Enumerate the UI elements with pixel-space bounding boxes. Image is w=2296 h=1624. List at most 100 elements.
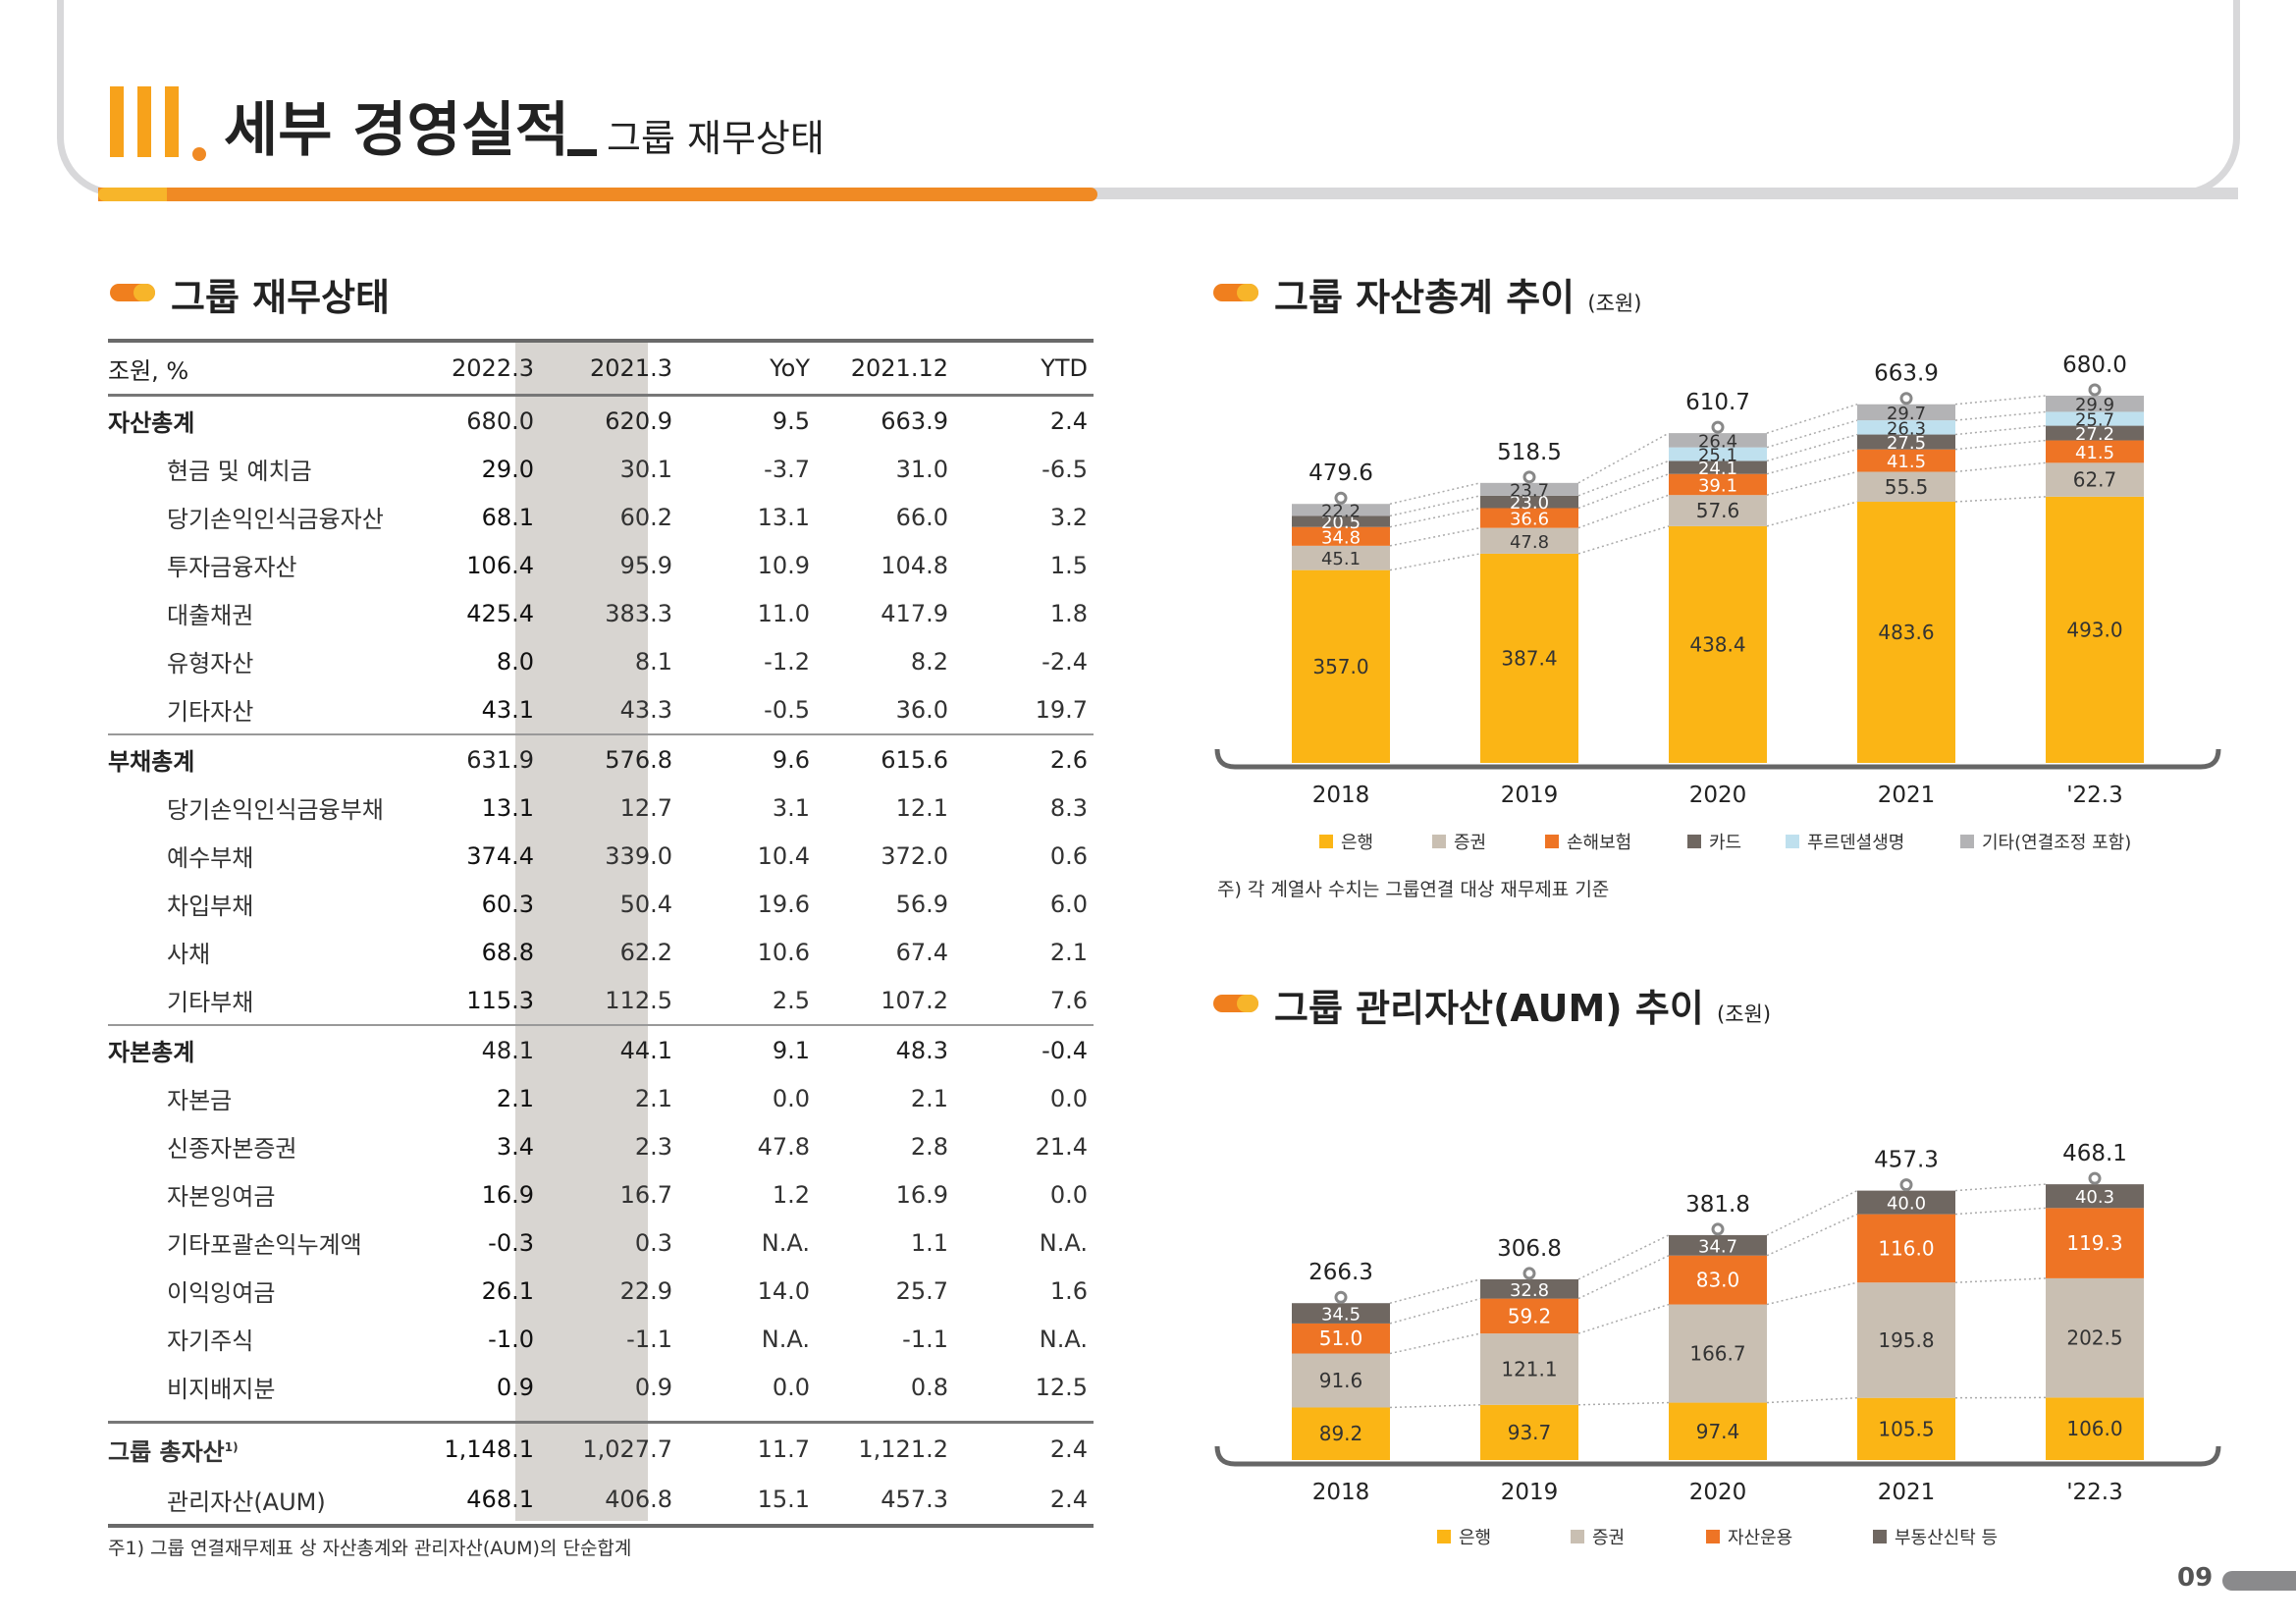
table-cell: 66.0 xyxy=(895,503,948,531)
table-section-title: 그룹 재무상태 xyxy=(171,276,390,319)
series-connector xyxy=(1389,1332,1481,1355)
table-cell: 60.3 xyxy=(481,890,534,918)
x-tick-label: '22.3 xyxy=(2066,1480,2123,1505)
table-cell: 372.0 xyxy=(881,841,948,870)
bar-data-label: 47.8 xyxy=(1510,532,1549,553)
bar-data-label: 493.0 xyxy=(2066,618,2122,641)
table-cell: 10.4 xyxy=(757,841,810,870)
table-cell: 0.9 xyxy=(496,1373,534,1401)
legend-swatch xyxy=(1960,835,1974,848)
table-cell: 6.0 xyxy=(1049,890,1088,918)
aum-chart-title: 그룹 관리자산(AUM) 추이 (조원) xyxy=(1274,987,1772,1030)
table-cell: 417.9 xyxy=(881,599,948,627)
table-cell: 0.0 xyxy=(772,1373,810,1401)
table-cell: 13.1 xyxy=(481,793,534,822)
bar-data-label: 97.4 xyxy=(1696,1420,1740,1443)
table-row: 자본금 2.1 2.1 0.0 2.1 0.0 xyxy=(108,1074,1094,1122)
table-cell: 2.4 xyxy=(954,394,1094,445)
legend-swatch xyxy=(1687,835,1701,848)
header-accent-bar xyxy=(98,188,1097,201)
bar-total-label: 518.5 xyxy=(1497,440,1562,465)
x-tick-label: 2018 xyxy=(1312,1480,1370,1505)
table-cell: 107.2 xyxy=(881,986,948,1014)
table-cell: 13.1 xyxy=(757,503,810,531)
series-connector xyxy=(1766,419,1858,449)
table-cell: 112.5 xyxy=(605,986,672,1014)
bar-data-label: 29.7 xyxy=(1887,404,1926,424)
table-cell: 104.8 xyxy=(881,551,948,579)
row-label: 자본총계 xyxy=(108,1024,407,1074)
series-connector xyxy=(1766,1213,1858,1257)
bar-data-label: 24.1 xyxy=(1698,459,1737,479)
table-row: 신종자본증권 3.4 2.3 47.8 2.8 21.4 xyxy=(108,1122,1094,1170)
table-cell: 115.3 xyxy=(466,986,534,1014)
table-cell: 2.1 xyxy=(910,1084,948,1112)
table-cell: 14.0 xyxy=(757,1276,810,1305)
table-cell: 16.9 xyxy=(481,1180,534,1209)
table-cell: 19.6 xyxy=(757,890,810,918)
table-row: 부채총계 631.9 576.8 9.6 615.6 2.6 xyxy=(108,733,1094,784)
bar-top-marker xyxy=(1522,1267,1536,1280)
column-header: 2022.3 xyxy=(407,339,540,397)
bar-data-label: 119.3 xyxy=(2066,1231,2122,1255)
table-cell: -0.4 xyxy=(954,1024,1094,1074)
bar-segment xyxy=(1480,482,1578,496)
bar-segment xyxy=(1857,434,1955,450)
table-cell: 3.2 xyxy=(1049,503,1088,531)
page-number: 09 xyxy=(2177,1563,2214,1593)
series-connector xyxy=(1389,526,1481,547)
table-cell: N.A. xyxy=(1039,1325,1088,1353)
bar-data-label: 26.4 xyxy=(1698,431,1737,452)
bar-segment xyxy=(1480,508,1578,528)
row-label: 관리자산(AUM) xyxy=(108,1475,407,1528)
bar-segment xyxy=(1480,495,1578,509)
row-label: 기타부채 xyxy=(167,989,254,1016)
table-cell: 406.8 xyxy=(540,1475,678,1528)
bar-segment xyxy=(1292,504,1390,516)
table-row: 자산총계 680.0 620.9 9.5 663.9 2.4 xyxy=(108,394,1094,445)
series-connector xyxy=(1954,410,2047,421)
bar-data-label: 89.2 xyxy=(1319,1422,1363,1445)
legend-label: 자산운용 xyxy=(1728,1528,1792,1548)
table-cell: -1.1 xyxy=(902,1325,948,1353)
bar-data-label: 29.9 xyxy=(2075,395,2114,415)
series-connector xyxy=(1766,1396,1858,1404)
table-cell: 68.1 xyxy=(481,503,534,531)
table-cell: 95.9 xyxy=(619,551,672,579)
bar-segment xyxy=(2046,1277,2144,1398)
table-cell: 8.3 xyxy=(1049,793,1088,822)
row-label-text: 관리자산(AUM) xyxy=(167,1488,326,1516)
table-cell: 21.4 xyxy=(1035,1132,1088,1161)
bar-data-label: 36.6 xyxy=(1510,510,1549,530)
bar-segment xyxy=(1857,404,1955,421)
table-cell: 16.7 xyxy=(619,1180,672,1209)
bar-segment xyxy=(1857,449,1955,472)
table-row: 당기손익인식금융자산 68.1 60.2 13.1 66.0 3.2 xyxy=(108,493,1094,541)
table-cell: 29.0 xyxy=(481,455,534,483)
bar-data-label: 34.7 xyxy=(1698,1236,1737,1257)
legend-swatch xyxy=(1571,1530,1584,1543)
table-cell: 620.9 xyxy=(540,394,678,445)
row-label: 기타자산 xyxy=(167,698,254,726)
table-cell: 1.8 xyxy=(1049,599,1088,627)
series-connector xyxy=(1389,1297,1481,1325)
table-footnote: 주1) 그룹 연결재무제표 상 자산총계와 관리자산(AUM)의 단순합계 xyxy=(108,1538,632,1559)
bar-segment xyxy=(1480,1298,1578,1334)
table-cell: 631.9 xyxy=(407,733,540,784)
legend-swatch xyxy=(1545,835,1559,848)
bar-segment xyxy=(1857,1190,1955,1215)
table-cell: -0.3 xyxy=(488,1228,534,1257)
bar-total-label: 610.7 xyxy=(1685,390,1750,415)
table-cell: 8.2 xyxy=(910,647,948,676)
bar-segment xyxy=(1669,460,1767,474)
bar-data-label: 39.1 xyxy=(1698,475,1737,496)
x-tick-label: 2021 xyxy=(1878,783,1936,808)
bar-top-marker xyxy=(1711,1222,1725,1236)
bar-top-marker xyxy=(2088,1171,2102,1185)
table-cell: 43.3 xyxy=(619,695,672,724)
table-cell: 60.2 xyxy=(619,503,672,531)
row-label: 이익잉여금 xyxy=(167,1279,276,1307)
table-cell: 12.1 xyxy=(895,793,948,822)
table-row: 대출채권 425.4 383.3 11.0 417.9 1.8 xyxy=(108,589,1094,637)
bar-segment xyxy=(1669,1304,1767,1403)
